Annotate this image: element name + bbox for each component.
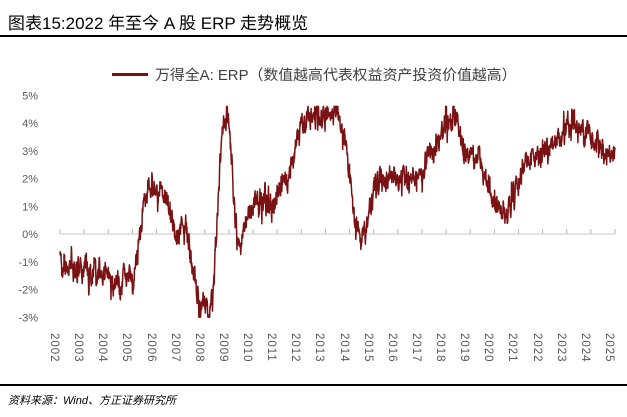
svg-text:3%: 3% — [22, 146, 38, 158]
svg-text:-3%: -3% — [18, 312, 38, 324]
svg-text:4%: 4% — [22, 118, 38, 130]
svg-text:5%: 5% — [22, 90, 38, 102]
svg-text:0%: 0% — [22, 229, 38, 241]
svg-text:2%: 2% — [22, 174, 38, 186]
svg-text:-1%: -1% — [18, 257, 38, 269]
svg-text:-2%: -2% — [18, 285, 38, 297]
svg-text:1%: 1% — [22, 201, 38, 213]
